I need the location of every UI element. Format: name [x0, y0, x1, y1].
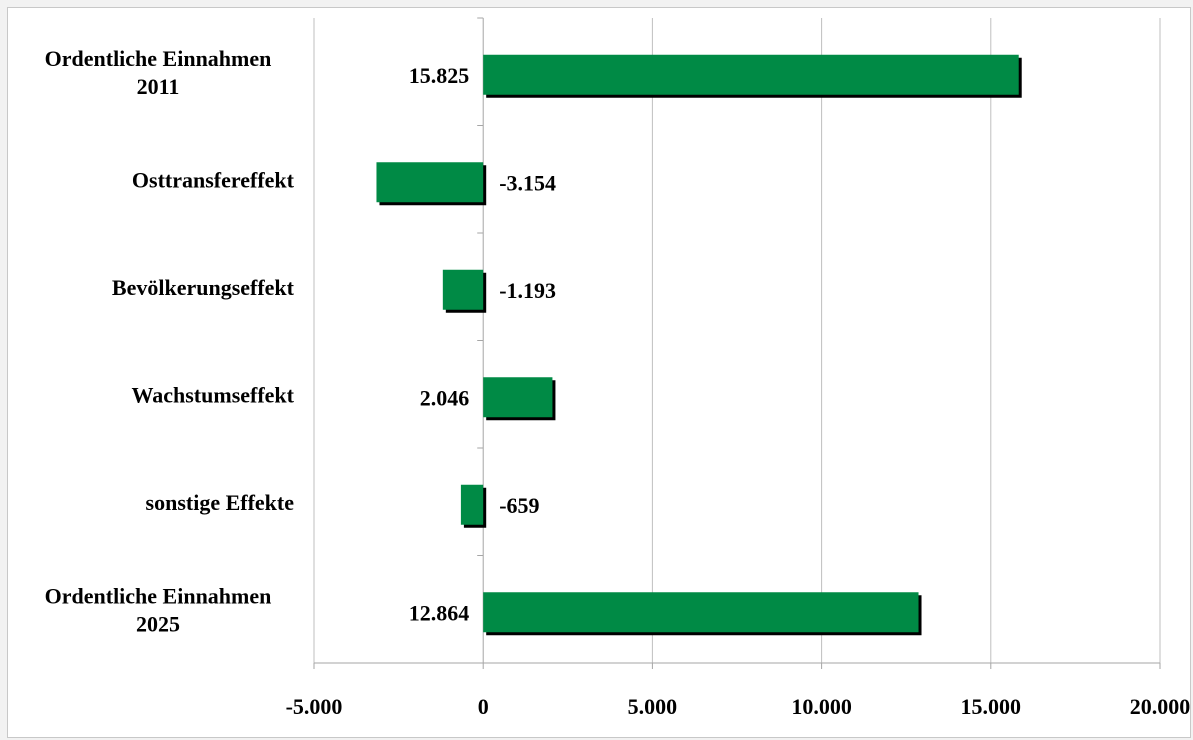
bar-0 [483, 54, 1019, 95]
x-tick-label-0: -5.000 [286, 694, 343, 719]
bar-3 [483, 377, 553, 418]
x-tick-label-5: 20.000 [1130, 694, 1191, 719]
bar-1 [376, 162, 484, 203]
bar-2 [442, 269, 484, 310]
category-label-5-0: Ordentliche Einnahmen [45, 583, 272, 608]
category-label-1-0: Osttransfereffekt [132, 167, 295, 192]
category-label-0-1: 2011 [137, 74, 180, 99]
bar-5 [483, 592, 919, 633]
category-label-0-0: Ordentliche Einnahmen [45, 46, 272, 71]
category-label-4-0: sonstige Effekte [146, 490, 295, 515]
value-label-3: 2.046 [420, 385, 470, 410]
value-label-4: -659 [499, 493, 539, 518]
x-tick-label-3: 10.000 [791, 694, 852, 719]
x-tick-label-1: 0 [478, 694, 489, 719]
bar-4 [460, 484, 484, 525]
category-label-2-0: Bevölkerungseffekt [112, 275, 295, 300]
value-label-2: -1.193 [499, 278, 556, 303]
value-label-1: -3.154 [499, 170, 556, 195]
category-label-3-0: Wachstumseffekt [131, 382, 294, 407]
value-label-0: 15.825 [409, 63, 470, 88]
x-tick-label-2: 5.000 [628, 694, 678, 719]
category-label-5-1: 2025 [136, 611, 180, 636]
x-tick-label-4: 15.000 [961, 694, 1022, 719]
value-label-5: 12.864 [409, 600, 470, 625]
